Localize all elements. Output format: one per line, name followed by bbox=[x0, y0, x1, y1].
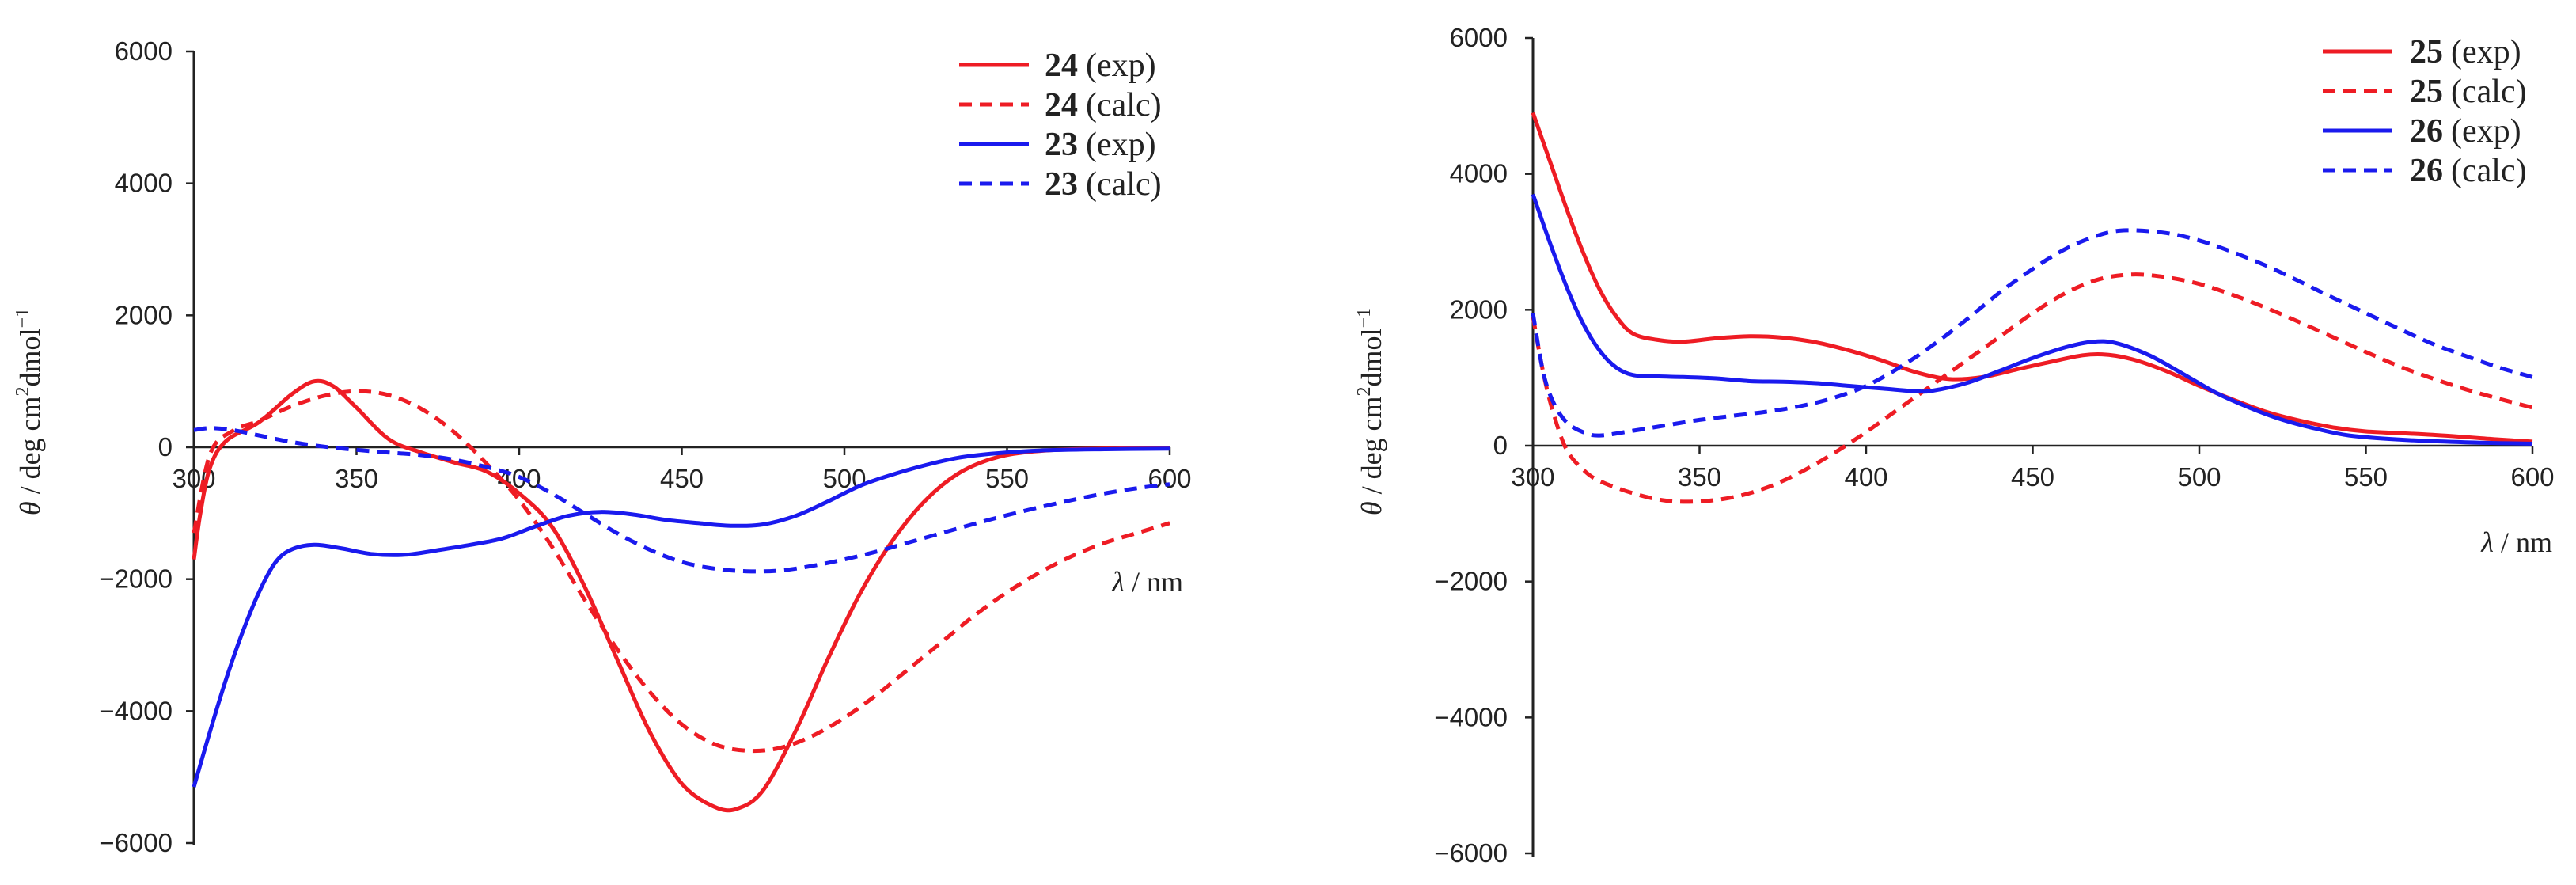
y-axis-title: θ / deg cm2dmol−1 bbox=[1354, 308, 1387, 515]
y-tick-label: −2000 bbox=[99, 564, 173, 594]
legend-label: 23 (calc) bbox=[1045, 166, 1162, 203]
y-tick-label: 2000 bbox=[1450, 294, 1508, 324]
legend: 24 (exp)24 (calc) 23 (exp)23 (calc) bbox=[959, 47, 1162, 203]
series-line-26-exp bbox=[1531, 193, 2533, 446]
series-line-23-calc bbox=[193, 426, 1170, 574]
y-axis-title: θ / deg cm2dmol−1 bbox=[13, 308, 46, 515]
x-tick-label: 550 bbox=[985, 464, 1029, 493]
series-line-25-calc bbox=[1531, 272, 2533, 504]
x-tick-label: 450 bbox=[660, 464, 704, 493]
legend-label: 25 (calc) bbox=[2410, 74, 2527, 110]
x-tick-label: 450 bbox=[2011, 462, 2054, 492]
series-line-25-exp bbox=[1531, 112, 2533, 444]
y-tick-label: −2000 bbox=[1434, 567, 1508, 596]
legend: 25 (exp) 25 (calc)26 (exp)26 (calc) bbox=[2323, 34, 2527, 189]
x-axis-title: λ / nm bbox=[1111, 566, 1183, 598]
y-tick-label: 4000 bbox=[115, 169, 173, 198]
y-tick-label: 2000 bbox=[115, 300, 173, 329]
y-tick-label: −4000 bbox=[99, 696, 173, 725]
chart-panel-2: 6000 4000 2000 0 −2000 −4000 −6000 300 350 400 450… bbox=[1354, 23, 2555, 868]
x-tick-label: 500 bbox=[822, 464, 866, 493]
y-tick-label: −6000 bbox=[1434, 838, 1508, 868]
series-line-24-calc bbox=[192, 389, 1170, 754]
series-line-23-exp bbox=[192, 446, 1170, 788]
y-tick-label: 0 bbox=[1493, 431, 1508, 460]
y-tick-label: 6000 bbox=[115, 36, 173, 66]
legend-label: 24 (exp) bbox=[1045, 47, 1156, 84]
x-tick-label: 500 bbox=[2177, 462, 2221, 492]
x-tick-label: 300 bbox=[1511, 462, 1554, 492]
series-line-26-calc bbox=[1531, 228, 2533, 438]
y-tick-label: 0 bbox=[158, 432, 173, 461]
legend-label: 24 (calc) bbox=[1045, 87, 1162, 123]
x-tick-label: 350 bbox=[335, 464, 378, 493]
x-tick-label: 600 bbox=[1148, 464, 1191, 493]
y-tick-label: −4000 bbox=[1434, 702, 1508, 731]
legend-label: 25 (exp) bbox=[2410, 34, 2521, 70]
x-axis-title: λ / nm bbox=[2480, 526, 2552, 558]
x-tick-label: 400 bbox=[1844, 462, 1887, 492]
legend-label: 26 (calc) bbox=[2410, 153, 2527, 189]
y-tick-label: 6000 bbox=[1450, 23, 1508, 52]
x-tick-label: 350 bbox=[1678, 462, 1721, 492]
x-tick-label: 550 bbox=[2344, 462, 2388, 492]
y-tick-label: −6000 bbox=[99, 828, 173, 857]
legend-label: 26 (exp) bbox=[2410, 113, 2521, 150]
series-line-24-exp bbox=[192, 378, 1170, 813]
x-tick-label: 600 bbox=[2510, 462, 2554, 492]
y-tick-label: 4000 bbox=[1450, 159, 1508, 188]
legend-label: 23 (exp) bbox=[1045, 127, 1156, 163]
